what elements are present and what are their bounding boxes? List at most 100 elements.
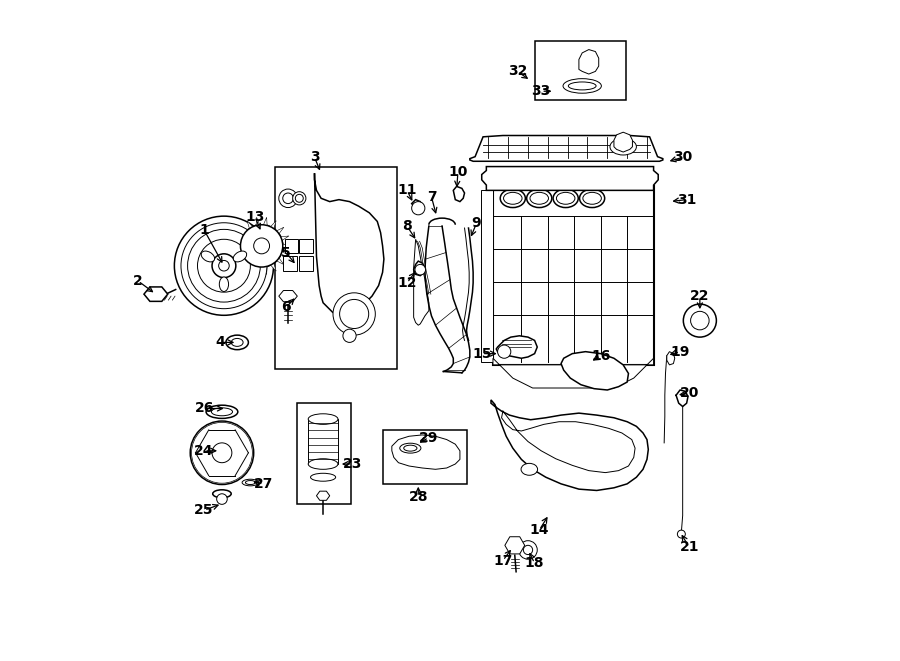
Polygon shape	[256, 263, 261, 274]
Ellipse shape	[500, 189, 526, 208]
Polygon shape	[268, 221, 276, 232]
Ellipse shape	[242, 479, 258, 486]
Polygon shape	[277, 236, 289, 243]
Polygon shape	[561, 352, 628, 390]
Circle shape	[524, 545, 533, 555]
Polygon shape	[667, 352, 675, 365]
Ellipse shape	[580, 189, 605, 208]
Ellipse shape	[246, 481, 256, 485]
Polygon shape	[239, 227, 250, 237]
Circle shape	[212, 443, 232, 463]
Polygon shape	[234, 236, 246, 243]
Text: 13: 13	[246, 210, 265, 224]
Circle shape	[219, 260, 230, 271]
Circle shape	[197, 239, 250, 292]
Ellipse shape	[554, 189, 578, 208]
Polygon shape	[470, 136, 662, 161]
Text: 32: 32	[508, 64, 527, 79]
Ellipse shape	[568, 82, 596, 90]
Text: 28: 28	[409, 490, 428, 504]
Circle shape	[415, 264, 426, 275]
Circle shape	[202, 433, 242, 473]
Text: 18: 18	[525, 556, 544, 570]
Polygon shape	[232, 243, 244, 249]
Text: 16: 16	[591, 348, 610, 363]
Bar	[382, 430, 467, 484]
Text: 1: 1	[199, 223, 209, 237]
Polygon shape	[314, 173, 384, 321]
Ellipse shape	[212, 408, 232, 416]
Text: 22: 22	[690, 289, 709, 303]
Ellipse shape	[226, 335, 248, 350]
Polygon shape	[496, 336, 537, 358]
Text: 3: 3	[310, 150, 320, 165]
Polygon shape	[239, 255, 250, 264]
Text: 31: 31	[677, 192, 697, 207]
Text: 24: 24	[194, 444, 214, 458]
Ellipse shape	[212, 490, 231, 498]
Polygon shape	[262, 263, 267, 274]
Circle shape	[683, 304, 716, 337]
Polygon shape	[392, 435, 460, 469]
Polygon shape	[493, 358, 653, 388]
Ellipse shape	[563, 79, 601, 93]
Bar	[300, 256, 312, 271]
Circle shape	[192, 422, 252, 483]
Bar	[535, 41, 626, 100]
Ellipse shape	[233, 251, 247, 262]
Polygon shape	[579, 50, 599, 74]
Circle shape	[411, 202, 425, 215]
Circle shape	[217, 494, 227, 504]
Text: 33: 33	[532, 84, 551, 98]
Polygon shape	[614, 132, 633, 152]
Text: 10: 10	[448, 165, 468, 179]
Bar	[284, 256, 297, 271]
Ellipse shape	[610, 138, 636, 155]
Text: 21: 21	[680, 540, 699, 555]
Circle shape	[498, 345, 511, 358]
Polygon shape	[491, 400, 648, 490]
Polygon shape	[454, 186, 464, 202]
Polygon shape	[268, 260, 276, 271]
Circle shape	[181, 223, 267, 309]
Text: 14: 14	[529, 523, 549, 537]
Polygon shape	[279, 291, 297, 301]
Text: 12: 12	[397, 276, 417, 290]
Circle shape	[339, 299, 369, 329]
Circle shape	[279, 189, 297, 208]
Polygon shape	[279, 243, 291, 249]
Text: 7: 7	[427, 190, 436, 204]
Text: 9: 9	[472, 216, 482, 231]
Text: 17: 17	[493, 553, 513, 568]
Polygon shape	[414, 261, 425, 276]
Circle shape	[199, 430, 246, 476]
Text: 25: 25	[194, 503, 214, 518]
Circle shape	[195, 426, 248, 480]
Polygon shape	[277, 249, 289, 256]
Polygon shape	[505, 537, 525, 554]
Ellipse shape	[231, 338, 243, 346]
Circle shape	[333, 293, 375, 335]
Circle shape	[518, 541, 537, 559]
Ellipse shape	[206, 405, 238, 418]
Ellipse shape	[308, 414, 338, 424]
Circle shape	[295, 194, 303, 202]
Bar	[308, 419, 338, 464]
Polygon shape	[482, 190, 493, 362]
Circle shape	[343, 329, 356, 342]
Circle shape	[690, 311, 709, 330]
Text: 23: 23	[343, 457, 362, 471]
Ellipse shape	[310, 473, 336, 481]
Circle shape	[240, 225, 283, 267]
Polygon shape	[274, 227, 284, 237]
Bar	[300, 239, 312, 253]
Text: 11: 11	[397, 183, 417, 198]
Ellipse shape	[526, 189, 552, 208]
Text: 29: 29	[419, 430, 438, 445]
Text: 8: 8	[402, 219, 412, 233]
Text: 5: 5	[281, 245, 291, 260]
Ellipse shape	[521, 463, 537, 475]
Circle shape	[187, 229, 260, 302]
Text: 6: 6	[282, 300, 291, 315]
Circle shape	[283, 193, 293, 204]
